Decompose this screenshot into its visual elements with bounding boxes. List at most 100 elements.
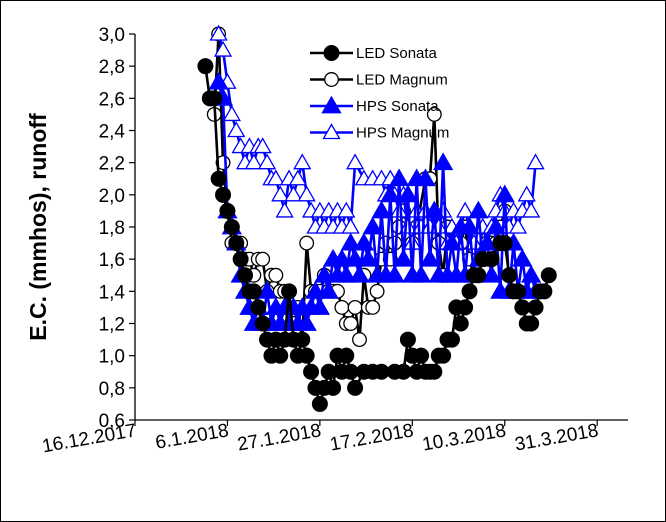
data-point (227, 121, 246, 138)
data-point (250, 299, 267, 316)
y-tick-label: 1,0 (99, 347, 125, 368)
data-point (496, 235, 513, 252)
y-tick-label: 1,2 (99, 315, 125, 336)
data-point (477, 232, 498, 251)
legend-marker (321, 95, 342, 114)
data-point (318, 281, 339, 299)
legend-item: LED Magnum (310, 72, 448, 89)
legend: LED Sonata LED Magnum HPS Sonata HPS Magnum (310, 45, 449, 142)
data-point (298, 347, 315, 364)
data-point (362, 216, 383, 235)
y-tick-label: 0,8 (99, 379, 125, 400)
data-point (470, 267, 487, 284)
series-hps-magnum (209, 24, 545, 266)
y-tick-label: 2,6 (99, 89, 125, 110)
y-tick-label: 2,8 (99, 57, 125, 78)
data-point (299, 235, 315, 251)
data-point (256, 281, 278, 299)
data-point (384, 264, 405, 283)
legend-marker (323, 45, 340, 61)
data-point (494, 184, 515, 203)
data-point (347, 299, 363, 315)
data-point (237, 267, 254, 284)
data-point (369, 283, 385, 299)
data-point (399, 331, 416, 348)
x-tick-label: 27.1.2018 (236, 420, 323, 455)
data-point (433, 152, 454, 171)
data-point (352, 332, 367, 348)
x-tick-label: 10.3.2018 (421, 420, 508, 455)
data-point (209, 24, 228, 41)
y-axis-label: E.C. (mmhos), runoff (25, 113, 51, 341)
data-point (343, 316, 359, 331)
y-tick-label: 2,2 (99, 154, 125, 175)
data-point (268, 267, 284, 283)
y-tick-label: 2,0 (99, 186, 125, 207)
data-point (288, 169, 307, 186)
data-point (293, 153, 312, 170)
legend-label: HPS Magnum (356, 125, 449, 142)
data-point (314, 264, 335, 283)
data-point (232, 251, 249, 268)
legend-label: LED Magnum (356, 72, 448, 89)
data-point (305, 281, 326, 299)
data-point (468, 200, 489, 219)
data-point (452, 315, 469, 332)
data-point (294, 331, 311, 348)
data-point (512, 248, 533, 267)
legend-item: HPS Sonata (310, 95, 439, 115)
data-point (338, 347, 355, 364)
data-point (523, 315, 540, 332)
x-tick-label: 17.2.2018 (328, 420, 415, 455)
data-point (483, 251, 500, 268)
data-point (331, 248, 353, 267)
data-point (272, 347, 289, 364)
x-tick-label: 6.1.2018 (154, 420, 230, 454)
series-line (217, 33, 537, 260)
data-point (325, 379, 342, 396)
data-point (303, 363, 320, 380)
data-point (344, 248, 366, 267)
data-point (521, 264, 542, 283)
data-point (526, 153, 545, 170)
data-point (388, 168, 410, 187)
data-point (309, 297, 330, 315)
data-point (271, 185, 290, 202)
data-point (206, 90, 223, 107)
data-point (517, 185, 536, 202)
legend-label: HPS Sonata (356, 98, 439, 115)
x-tick-label: 16.12.2017 (41, 420, 138, 457)
data-point (443, 331, 460, 348)
data-point (222, 105, 241, 122)
x-tick-label: 31.3.2018 (513, 420, 600, 455)
data-point (389, 201, 409, 218)
data-point (284, 185, 303, 202)
data-point (296, 313, 317, 331)
y-tick-label: 1,8 (99, 218, 125, 239)
data-point (501, 267, 518, 284)
data-point (197, 58, 214, 75)
y-tick-label: 1,6 (99, 250, 125, 271)
data-point (522, 201, 541, 218)
data-point (210, 170, 227, 187)
data-point (380, 184, 401, 203)
data-point (536, 283, 553, 300)
data-point (426, 106, 442, 122)
data-point (253, 137, 272, 154)
data-point (461, 283, 478, 300)
legend-label: LED Sonata (356, 45, 438, 62)
series-layer (197, 24, 557, 412)
data-point (371, 200, 392, 219)
data-point (459, 216, 480, 235)
data-point (540, 267, 557, 284)
data-point (244, 153, 263, 170)
data-point (415, 168, 436, 187)
data-point (365, 299, 381, 315)
data-point (426, 363, 443, 380)
data-point (254, 315, 271, 332)
data-point (215, 186, 232, 203)
data-point (311, 395, 328, 412)
data-point (275, 201, 294, 218)
data-point (485, 216, 507, 235)
